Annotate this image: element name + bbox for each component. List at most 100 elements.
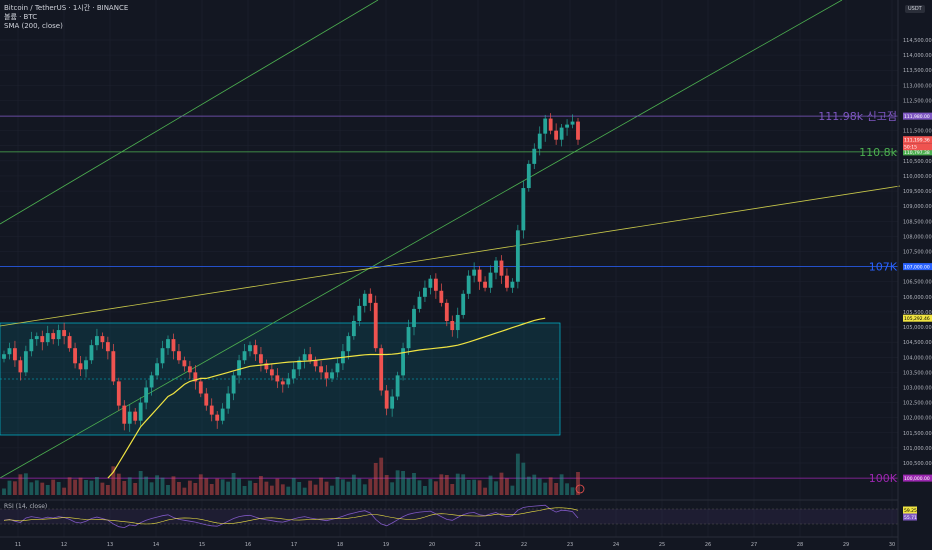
volume-bar xyxy=(62,487,67,495)
rsi-legend[interactable]: RSI (14, close) xyxy=(4,503,48,510)
time-tick-label: 28 xyxy=(797,542,803,548)
price-badge-bg xyxy=(903,143,932,151)
volume-bar xyxy=(455,473,460,495)
volume-bar xyxy=(111,466,116,495)
price-axis[interactable]: 114,500.00 114,000.00 113,500.00 113,000.00… xyxy=(903,38,932,467)
candle-body xyxy=(570,121,575,125)
volume-bar xyxy=(515,453,520,495)
candle-body xyxy=(84,360,88,370)
candle-body xyxy=(144,387,149,403)
volume-bar xyxy=(423,486,427,495)
price-tick-label: 110,500.00 xyxy=(903,159,932,165)
volume-bar xyxy=(78,477,83,495)
volume-bar xyxy=(269,485,274,495)
candle-body xyxy=(412,308,416,328)
time-tick-label: 30 xyxy=(889,542,895,548)
candle-body xyxy=(576,121,580,140)
volume-bars xyxy=(2,453,580,495)
candle-body xyxy=(215,414,220,421)
level-label: 111.98k 신고점 xyxy=(818,110,897,123)
volume-bar xyxy=(390,482,395,495)
candle-body xyxy=(198,381,203,394)
candle-body xyxy=(171,339,176,352)
candle-body xyxy=(269,369,274,376)
replay-icon[interactable] xyxy=(575,484,585,494)
volume-bar xyxy=(401,471,405,495)
volume-bar xyxy=(483,487,487,495)
symbol-title[interactable]: Bitcoin / TetherUS · 1시간 · BINANCE xyxy=(4,4,129,12)
candle-body xyxy=(466,275,471,294)
currency-badge[interactable]: USDT xyxy=(905,5,925,13)
volume-bar xyxy=(105,485,110,495)
candle-body xyxy=(297,360,302,370)
price-tick-label: 109,000.00 xyxy=(903,204,932,210)
candle-body xyxy=(138,402,143,421)
sma-legend[interactable]: SMA (200, close) xyxy=(4,22,63,30)
candle-body xyxy=(29,339,34,352)
candle-body xyxy=(373,302,378,349)
volume-bar xyxy=(253,483,258,495)
volume-bar xyxy=(56,482,61,495)
candle-body xyxy=(275,375,280,382)
time-axis[interactable]: 11 12 13 14 15 16 17 18 19 20 21 22 23 24 25 26 27 28 29 30 xyxy=(15,542,895,548)
volume-bar xyxy=(209,484,214,495)
time-tick-label: 14 xyxy=(153,542,159,548)
level-label: 100K xyxy=(869,472,898,485)
candle-body xyxy=(133,411,138,421)
candle-body xyxy=(526,163,531,189)
volume-bar xyxy=(231,473,236,495)
candle-body xyxy=(248,345,252,352)
yellow-trend-line[interactable] xyxy=(0,185,901,327)
candle-body xyxy=(455,314,460,331)
candle-body xyxy=(505,275,509,288)
price-tick-label: 113,500.00 xyxy=(903,68,932,74)
candle-body xyxy=(264,363,269,370)
upper-channel-line[interactable] xyxy=(0,0,379,225)
price-badge-text: 111,199.36 xyxy=(904,138,930,144)
volume-bar xyxy=(406,478,411,495)
volume-bar xyxy=(466,480,471,495)
volume-bar xyxy=(505,478,509,495)
price-tick-label: 101,000.00 xyxy=(903,446,932,452)
price-tick-label: 103,000.00 xyxy=(903,385,932,391)
candle-body xyxy=(324,372,329,379)
candle-body xyxy=(127,411,132,424)
candle-body xyxy=(56,330,61,340)
candle-body xyxy=(362,293,367,306)
volume-bar xyxy=(510,485,515,495)
volume-bar xyxy=(18,474,23,495)
volume-bar xyxy=(341,479,345,495)
price-tick-label: 103,500.00 xyxy=(903,370,932,376)
volume-bar xyxy=(379,457,384,495)
volume-bar xyxy=(155,475,159,495)
level-badge-bg xyxy=(903,148,932,156)
volume-bar xyxy=(40,482,45,495)
horizontal-levels: 111.98k 신고점 110.8k 107K 100K xyxy=(0,110,898,485)
volume-bar xyxy=(494,481,498,495)
candle-body xyxy=(40,336,45,343)
time-tick-label: 16 xyxy=(245,542,251,548)
candle-body xyxy=(149,375,154,388)
candle-body xyxy=(111,351,116,382)
candle-body xyxy=(483,281,487,288)
level-badge-text: 107,000.00 xyxy=(904,265,930,271)
rsi-badge-text: 55.71 xyxy=(904,515,917,521)
volume-bar xyxy=(477,480,482,495)
candle-body xyxy=(390,396,395,409)
chart-legend: Bitcoin / TetherUS · 1시간 · BINANCE 볼륨 · … xyxy=(4,4,128,31)
volume-legend[interactable]: 볼륨 · BTC xyxy=(4,13,38,21)
volume-bar xyxy=(51,479,56,495)
candle-body xyxy=(231,375,236,394)
price-tick-label: 113,000.00 xyxy=(903,83,932,89)
volume-bar xyxy=(362,484,367,495)
volume-bar xyxy=(576,472,580,495)
volume-bar xyxy=(138,471,143,495)
volume-bar xyxy=(351,474,356,495)
candle-body xyxy=(521,188,526,231)
candle-body xyxy=(67,336,72,349)
candle-body xyxy=(291,369,296,379)
candles xyxy=(2,113,580,432)
candle-body xyxy=(401,348,405,376)
